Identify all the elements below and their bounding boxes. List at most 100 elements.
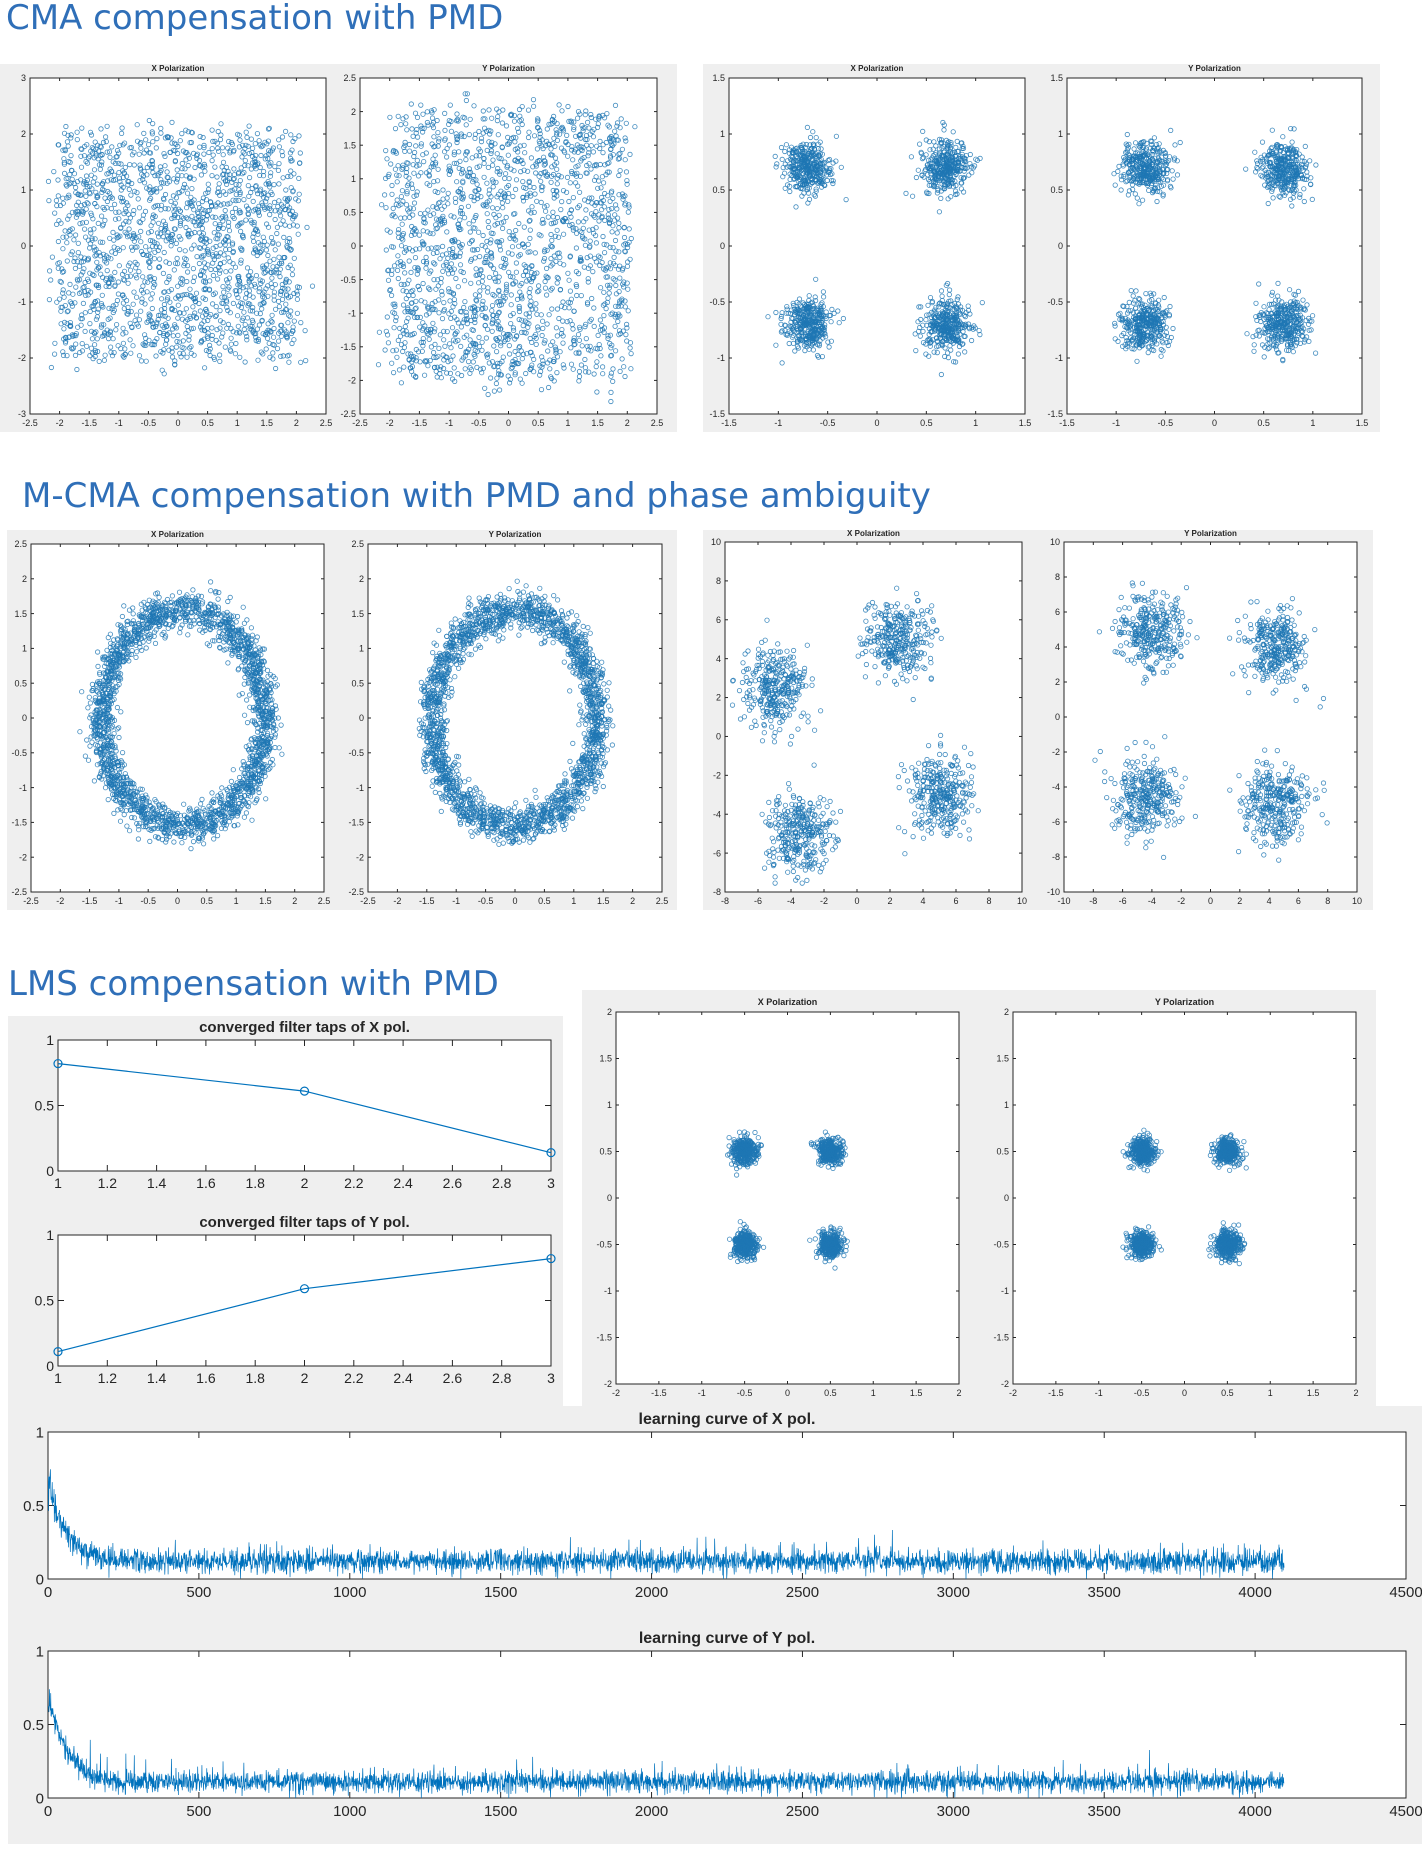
data-point — [172, 206, 179, 212]
data-point — [287, 211, 293, 217]
data-point — [173, 325, 180, 331]
data-point — [793, 146, 799, 152]
data-point — [569, 168, 575, 175]
data-point — [539, 187, 545, 194]
data-point — [80, 285, 86, 291]
data-point — [188, 202, 194, 208]
data-point — [167, 234, 174, 240]
data-point — [164, 297, 170, 303]
data-point — [520, 272, 526, 279]
data-point — [454, 179, 460, 185]
data-point — [263, 262, 270, 268]
data-point — [619, 298, 625, 304]
data-point — [949, 150, 956, 156]
data-point — [58, 304, 64, 310]
data-point — [476, 163, 483, 169]
data-point — [512, 146, 518, 153]
data-point — [553, 127, 559, 133]
data-point — [815, 170, 821, 176]
data-point — [100, 139, 107, 146]
data-point — [153, 353, 159, 359]
data-point — [950, 158, 956, 165]
data-point — [280, 175, 286, 181]
data-point — [554, 214, 561, 221]
data-point — [127, 337, 133, 343]
data-point — [821, 168, 827, 174]
data-point — [262, 156, 268, 162]
data-point — [410, 248, 416, 254]
data-point — [553, 325, 559, 331]
data-point — [450, 270, 456, 276]
data-point — [430, 161, 436, 167]
y-tick-label: 1 — [21, 185, 26, 195]
data-point — [431, 329, 437, 335]
data-point — [225, 201, 231, 207]
data-point — [607, 198, 613, 204]
data-point — [264, 335, 271, 341]
data-point — [126, 226, 132, 232]
data-point — [609, 310, 615, 316]
data-point — [535, 324, 541, 330]
data-point — [260, 168, 267, 175]
data-point — [294, 289, 300, 295]
data-point — [480, 305, 486, 311]
data-point — [144, 172, 150, 178]
data-point — [796, 167, 802, 173]
data-point — [527, 286, 533, 292]
data-point — [237, 191, 243, 197]
data-point — [484, 211, 490, 217]
data-point — [267, 149, 274, 155]
data-point — [477, 254, 483, 260]
data-point — [156, 234, 162, 240]
data-point — [955, 149, 961, 155]
data-point — [576, 271, 582, 277]
data-point — [449, 325, 456, 331]
data-point — [815, 327, 821, 333]
data-point — [152, 282, 158, 288]
data-point — [613, 282, 619, 289]
data-point — [272, 247, 278, 253]
data-point — [515, 125, 521, 132]
data-point — [612, 128, 618, 134]
data-point — [460, 180, 466, 186]
data-point — [169, 215, 175, 222]
data-point — [508, 302, 514, 308]
data-point — [508, 112, 514, 118]
data-point — [71, 171, 78, 177]
data-point — [454, 160, 460, 167]
data-point — [418, 298, 424, 304]
data-point — [470, 359, 476, 365]
data-point — [511, 112, 517, 119]
data-point — [586, 369, 592, 375]
data-point — [157, 256, 163, 262]
data-point — [593, 209, 599, 215]
data-point — [140, 283, 146, 289]
data-point — [556, 172, 562, 179]
data-point — [229, 179, 235, 185]
data-point — [179, 173, 185, 179]
x-tick-label: 0 — [175, 418, 180, 428]
data-point — [500, 255, 507, 262]
scatter-points — [45, 117, 316, 377]
data-point — [151, 187, 157, 193]
data-point — [76, 263, 83, 269]
data-point — [461, 317, 467, 323]
data-point — [549, 237, 555, 243]
data-point — [410, 310, 416, 316]
data-point — [189, 213, 195, 219]
data-point — [113, 209, 119, 215]
data-point — [390, 205, 396, 211]
data-point — [458, 210, 464, 216]
data-point — [196, 245, 202, 251]
data-point — [289, 266, 295, 272]
data-point — [107, 235, 113, 241]
data-point — [609, 229, 615, 235]
data-point — [252, 206, 258, 212]
data-point — [121, 268, 128, 274]
data-point — [554, 354, 561, 360]
data-point — [221, 167, 227, 174]
data-point — [266, 163, 273, 169]
data-point — [216, 189, 222, 195]
data-point — [172, 159, 178, 165]
data-point — [528, 298, 534, 304]
